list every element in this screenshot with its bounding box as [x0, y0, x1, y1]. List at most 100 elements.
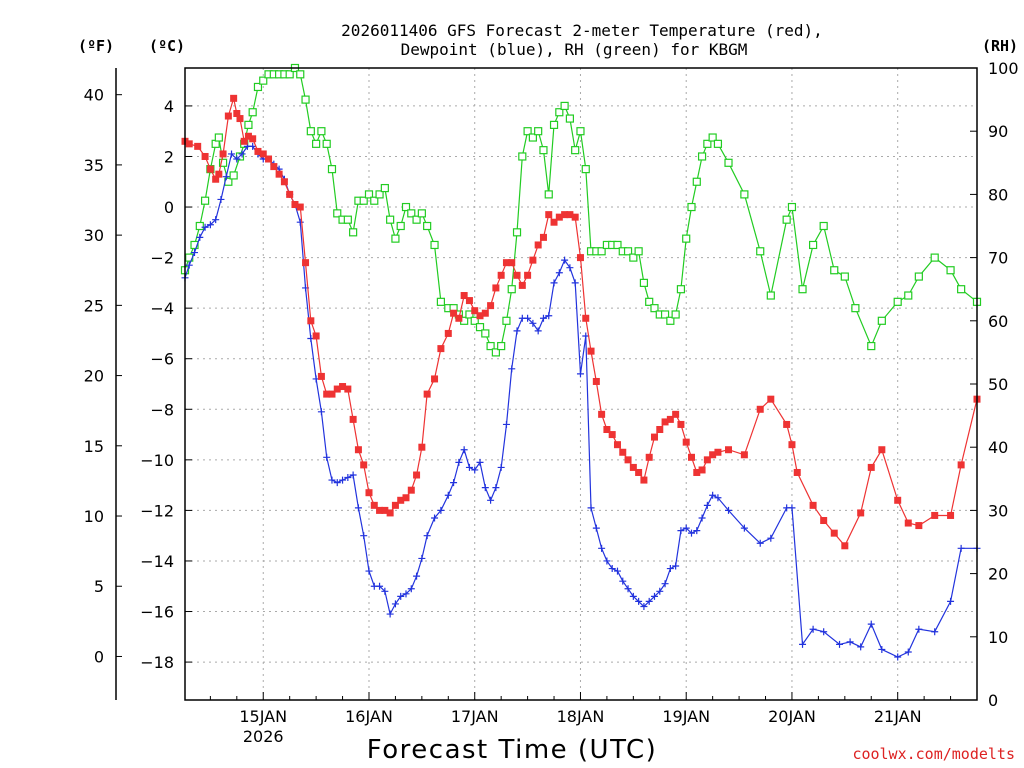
celsius-tick-label: −10	[140, 451, 174, 470]
temperature-point	[431, 375, 439, 383]
rh-tick-label: 40	[988, 438, 1008, 457]
dewpoint-point	[592, 524, 600, 532]
rh-point	[285, 70, 294, 79]
temperature-point	[286, 190, 294, 198]
temperature-point	[201, 152, 209, 160]
dewpoint-point	[317, 408, 325, 416]
temperature-point	[613, 441, 621, 449]
rh-point	[296, 70, 305, 79]
temperature-point	[471, 307, 479, 315]
dewpoint-point	[878, 645, 886, 653]
dewpoint-point	[682, 524, 690, 532]
temperature-point	[793, 468, 801, 476]
celsius-unit-label: (ºC)	[149, 37, 185, 55]
dewpoint-point	[381, 587, 389, 595]
rh-point	[830, 266, 839, 275]
temperature-point	[240, 137, 248, 145]
dewpoint-point	[437, 506, 445, 514]
fahrenheit-axis: 40 35 30 25 20 15 10 5 0	[84, 86, 122, 666]
temperature-point	[672, 410, 680, 418]
dewpoint-point	[677, 527, 685, 535]
temperature-point	[402, 494, 410, 502]
dewpoint-point	[450, 479, 458, 487]
fahrenheit-tick-label: 25	[84, 296, 104, 315]
dewpoint-point	[576, 370, 584, 378]
dewpoint-point	[561, 256, 569, 264]
rh-point	[597, 247, 606, 256]
rh-point	[756, 247, 765, 256]
celsius-axis: 4 2 0 −2 −4 −6 −8 −10 −12 −14 −16 −18	[140, 97, 192, 672]
dewpoint-point	[624, 585, 632, 593]
temperature-point	[249, 135, 257, 143]
celsius-tick-label: −8	[150, 400, 174, 419]
rh-point	[946, 266, 955, 275]
temperature-point	[455, 314, 463, 322]
temperature-point	[841, 542, 849, 550]
temperature-point	[215, 170, 223, 178]
dewpoint-line	[184, 145, 977, 658]
rh-point	[229, 171, 238, 180]
rh-point	[486, 341, 495, 351]
temperature-point	[280, 178, 288, 186]
dewpoint-point	[645, 597, 653, 605]
chart-title-line-1: 2026011406 GFS Forecast 2-meter Temperat…	[341, 21, 823, 40]
temperature-point	[233, 110, 241, 118]
temperature-point	[317, 372, 325, 380]
dewpoint-point	[460, 446, 468, 454]
temperature-point	[344, 385, 352, 393]
plot-frame	[184, 67, 978, 701]
temperature-point	[592, 377, 600, 385]
temperature-point	[687, 453, 695, 461]
dewpoint-point	[725, 506, 733, 514]
dewpoint-point	[481, 484, 489, 492]
temperature-point	[354, 446, 362, 454]
temperature-point	[809, 501, 817, 509]
rh-point	[645, 297, 654, 306]
rh-tick-label: 20	[988, 565, 1008, 584]
temperature-point	[265, 155, 273, 163]
celsius-tick-label: −18	[140, 653, 174, 672]
rh-point	[697, 152, 707, 161]
dewpoint-point	[566, 264, 574, 272]
rh-point	[634, 247, 643, 256]
dewpoint-point	[629, 592, 637, 600]
temperature-point	[576, 254, 584, 262]
rh-point	[244, 120, 253, 129]
dewpoint-point	[249, 142, 257, 150]
rh-point	[650, 304, 659, 313]
temperature-point	[444, 329, 452, 337]
temperature-point	[788, 441, 796, 449]
dewpoint-point	[820, 628, 828, 636]
dewpoint-point	[328, 476, 336, 484]
temperature-point	[296, 203, 304, 211]
rh-tick-label: 90	[988, 122, 1008, 141]
rh-point	[430, 240, 439, 250]
dewpoint-point	[709, 491, 717, 499]
dewpoint-point	[418, 554, 426, 562]
rh-point	[327, 165, 337, 174]
rh-point	[396, 221, 405, 231]
dewpoint-point	[508, 365, 516, 373]
dewpoint-point	[846, 638, 854, 646]
temperature-point	[502, 259, 510, 267]
temperature-point	[582, 314, 590, 322]
temperature-point	[508, 259, 516, 267]
celsius-tick-label: −6	[150, 350, 174, 369]
credit-label: coolwx.com/modelts	[852, 745, 1015, 763]
dewpoint-point	[212, 216, 220, 224]
temperature-point	[339, 383, 347, 391]
temperature-point	[656, 426, 664, 434]
dewpoint-point	[915, 625, 923, 633]
rh-point	[364, 190, 374, 199]
temperature-point	[830, 529, 838, 537]
dewpoint-point	[608, 565, 616, 573]
dewpoint-point	[767, 534, 775, 542]
dewpoint-point	[228, 150, 236, 158]
dewpoint-point	[703, 501, 711, 509]
temperature-point	[206, 165, 214, 173]
rh-point	[571, 146, 580, 155]
rh-point	[190, 240, 199, 250]
fahrenheit-unit-label: (ºF)	[78, 37, 114, 55]
temperature-point	[650, 433, 658, 441]
rh-point	[539, 146, 548, 155]
